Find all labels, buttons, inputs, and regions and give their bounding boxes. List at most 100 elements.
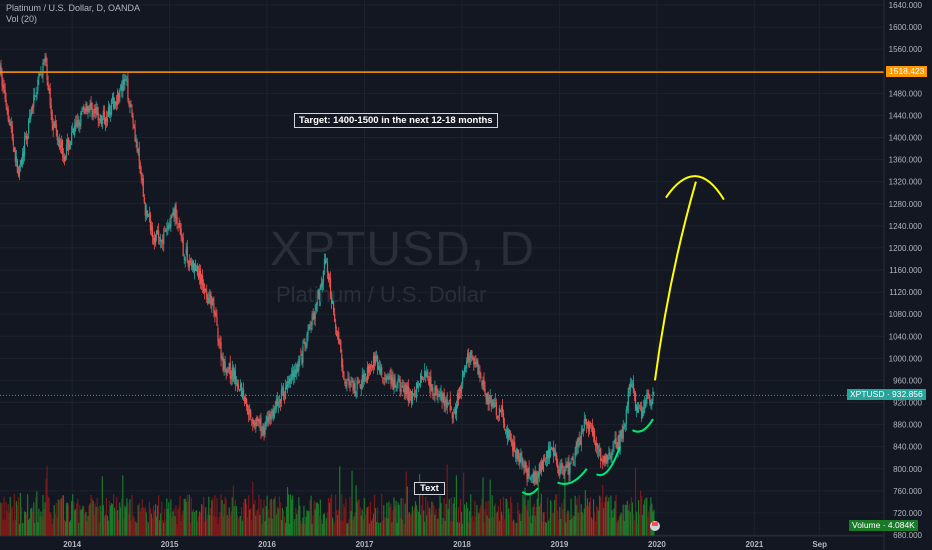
candle-body (59, 145, 61, 149)
candle-body (55, 124, 57, 131)
volume-bar (396, 522, 398, 536)
volume-indicator-title[interactable]: Vol (20) (6, 14, 38, 24)
candle-body (503, 423, 506, 427)
volume-bar (146, 521, 148, 536)
candle-body (652, 391, 654, 402)
volume-bar (114, 507, 116, 536)
volume-bar (118, 520, 120, 536)
volume-bar (369, 501, 372, 536)
candle-body (48, 88, 50, 91)
volume-bar (129, 499, 131, 536)
candle-body (500, 407, 503, 414)
candle-body (643, 407, 645, 413)
candle-body (184, 256, 186, 261)
candle-body (71, 132, 73, 145)
volume-bar (5, 502, 7, 536)
candle-body (418, 383, 421, 386)
volume-bar (286, 487, 289, 536)
volume-bar (198, 511, 201, 536)
volume-bar (104, 514, 107, 536)
candle-body (509, 429, 511, 437)
volume-bar (393, 497, 395, 536)
volume-bar (267, 509, 269, 536)
volume-bar (470, 494, 472, 536)
volume-bar (498, 520, 501, 536)
candle-body (84, 109, 86, 114)
candle-body (512, 442, 514, 451)
candle-body (501, 405, 504, 412)
volume-bar (576, 498, 578, 536)
candle-body (247, 404, 249, 414)
volume-bar (171, 517, 173, 536)
volume-bar (592, 499, 595, 536)
volume-bar (54, 514, 56, 536)
volume-bar (568, 512, 570, 536)
candle-body (626, 405, 628, 411)
volume-bar (400, 498, 402, 536)
candle-body (202, 275, 204, 286)
volume-bar (504, 498, 507, 536)
volume-bar (399, 517, 401, 536)
volume-bar (607, 501, 609, 536)
volume-bar (82, 505, 84, 536)
volume-bar (409, 514, 411, 536)
volume-bar (407, 513, 409, 536)
text-label[interactable]: Text (414, 482, 445, 495)
volume-bar (112, 494, 115, 536)
candle-body (51, 111, 53, 124)
candle-body (241, 390, 244, 399)
candle-body (562, 467, 564, 469)
volume-bar (328, 502, 331, 536)
volume-bar (64, 521, 67, 536)
volume-bar (212, 498, 214, 536)
candle-body (37, 79, 39, 92)
candle-body (79, 123, 81, 127)
volume-bar (518, 509, 520, 536)
volume-bar (0, 503, 2, 536)
candle-body (384, 377, 386, 379)
volume-bar (642, 514, 644, 536)
candle-body (434, 386, 436, 395)
candle-body (515, 450, 517, 459)
volume-bar (600, 496, 602, 536)
volume-bar (37, 522, 39, 536)
volume-bar (535, 506, 537, 536)
volume-bar (174, 515, 176, 536)
volume-bar (173, 508, 175, 536)
volume-bar (542, 512, 545, 536)
candle-body (443, 392, 445, 406)
volume-bar (125, 507, 127, 536)
candle-body (429, 376, 431, 388)
volume-bar (421, 505, 423, 536)
price-tick-label: 1480.000 (889, 89, 923, 98)
target-note[interactable]: Target: 1400-1500 in the next 12-18 mont… (294, 113, 498, 128)
volume-bar (429, 508, 431, 536)
volume-bar (149, 508, 152, 536)
candle-body (358, 381, 360, 383)
volume-bar (78, 522, 80, 536)
volume-bar (640, 490, 642, 536)
candle-body (361, 375, 363, 389)
candle-body (513, 440, 515, 452)
candle-body (456, 392, 459, 409)
candle-body (606, 455, 608, 461)
candle-body (563, 469, 565, 476)
candle-body (224, 361, 226, 369)
volume-bar (247, 517, 249, 536)
candle-body (570, 461, 572, 464)
candle-body (26, 135, 28, 139)
candle-body (74, 125, 76, 136)
candle-body (362, 374, 364, 383)
volume-bar (469, 511, 471, 536)
candle-body (645, 402, 647, 404)
symbol-title[interactable]: Platinum / U.S. Dollar, D, OANDA (6, 3, 141, 13)
candle-body (352, 380, 354, 391)
candle-body (417, 386, 420, 388)
candle-body (496, 416, 498, 418)
volume-bar (35, 497, 37, 536)
candle-body (444, 400, 446, 406)
candle-body (569, 464, 571, 474)
volume-bar (197, 516, 200, 536)
candle-body (529, 478, 531, 480)
